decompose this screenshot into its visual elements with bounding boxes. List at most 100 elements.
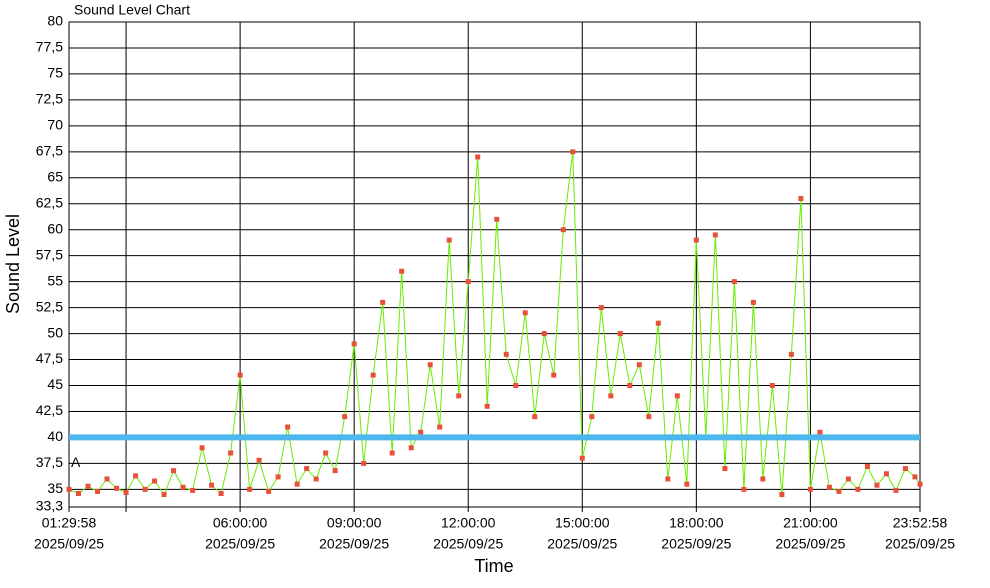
data-point — [370, 372, 376, 378]
data-point — [209, 482, 215, 488]
data-point — [636, 362, 642, 368]
data-point — [475, 154, 481, 160]
data-point — [617, 331, 623, 337]
data-point — [199, 445, 205, 451]
data-point — [76, 490, 82, 496]
data-point — [684, 481, 690, 487]
x-tick-label: 2025/09/25 — [547, 536, 617, 552]
data-point — [104, 476, 110, 482]
data-point — [779, 492, 785, 498]
x-tick-label: 23:52:58 — [893, 515, 948, 531]
x-tick-label: 2025/09/25 — [661, 536, 731, 552]
data-point — [399, 268, 405, 274]
data-point — [522, 310, 528, 316]
y-tick-label: 77,5 — [36, 39, 63, 55]
data-point — [560, 227, 566, 233]
data-point — [836, 488, 842, 494]
data-point — [788, 351, 794, 357]
data-point — [218, 490, 224, 496]
data-point — [190, 487, 196, 493]
data-point — [123, 489, 129, 495]
data-point — [437, 424, 443, 430]
x-tick-label: 18:00:00 — [669, 515, 724, 531]
data-point — [294, 481, 300, 487]
y-tick-label: 40 — [47, 428, 63, 444]
data-point — [589, 414, 595, 420]
data-point — [655, 320, 661, 326]
data-point — [456, 393, 462, 399]
x-axis-label: Time — [474, 556, 513, 576]
data-point — [161, 492, 167, 498]
x-tick-label: 2025/09/25 — [775, 536, 845, 552]
data-point — [883, 471, 889, 477]
data-point — [598, 305, 604, 311]
data-point — [171, 468, 177, 474]
data-point — [532, 414, 538, 420]
y-tick-label: 57,5 — [36, 246, 63, 262]
data-point — [731, 279, 737, 285]
x-tick-label: 2025/09/25 — [433, 536, 503, 552]
data-point — [180, 484, 186, 490]
y-tick-label: 67,5 — [36, 143, 63, 159]
data-point — [332, 468, 338, 474]
data-point — [513, 382, 519, 388]
data-point — [570, 149, 576, 155]
x-tick-label: 2025/09/25 — [319, 536, 389, 552]
y-tick-label: 37,5 — [36, 454, 63, 470]
x-tick-label: 21:00:00 — [783, 515, 838, 531]
data-point — [228, 450, 234, 456]
data-point — [494, 216, 500, 222]
data-point — [351, 341, 357, 347]
data-point — [807, 486, 813, 492]
chart-title: Sound Level Chart — [74, 2, 190, 18]
data-point — [275, 474, 281, 480]
data-point — [722, 466, 728, 472]
data-point — [503, 351, 509, 357]
data-point — [817, 429, 823, 435]
data-point — [845, 476, 851, 482]
x-tick-label: 2025/09/25 — [34, 536, 104, 552]
data-point — [646, 414, 652, 420]
data-point — [874, 482, 880, 488]
data-point — [826, 484, 832, 490]
y-tick-label: 70 — [47, 117, 63, 133]
plot-frame — [68, 21, 921, 508]
data-point — [855, 486, 861, 492]
data-point — [484, 403, 490, 409]
y-tick-label: 52,5 — [36, 298, 63, 314]
y-tick-label: 35 — [47, 480, 63, 496]
data-point — [114, 485, 120, 491]
y-tick-label: 72,5 — [36, 91, 63, 107]
y-tick-label: 75 — [47, 65, 63, 81]
y-tick-label: 60 — [47, 220, 63, 236]
data-point — [917, 481, 923, 487]
data-point — [608, 393, 614, 399]
data-point — [304, 466, 310, 472]
data-point — [408, 445, 414, 451]
data-point — [627, 382, 633, 388]
data-point — [760, 476, 766, 482]
data-point — [389, 450, 395, 456]
y-tick-label: 33,3 — [36, 498, 63, 514]
data-point — [361, 460, 367, 466]
data-point — [256, 457, 262, 463]
data-point — [142, 486, 148, 492]
data-point — [674, 393, 680, 399]
data-point — [665, 476, 671, 482]
data-point — [750, 299, 756, 305]
x-tick-label: 2025/09/25 — [885, 536, 955, 552]
data-point — [237, 372, 243, 378]
y-tick-label: 47,5 — [36, 350, 63, 366]
y-tick-label: 45 — [47, 376, 63, 392]
data-point — [446, 237, 452, 243]
annotation: A — [71, 454, 81, 470]
y-tick-label: 80 — [47, 13, 63, 29]
x-tick-label: 09:00:00 — [327, 515, 382, 531]
y-axis-label: Sound Level — [3, 214, 23, 314]
x-tick-label: 15:00:00 — [555, 515, 610, 531]
y-tick-label: 62,5 — [36, 194, 63, 210]
data-point — [85, 483, 91, 489]
data-point — [551, 372, 557, 378]
y-tick-label: 65 — [47, 168, 63, 184]
